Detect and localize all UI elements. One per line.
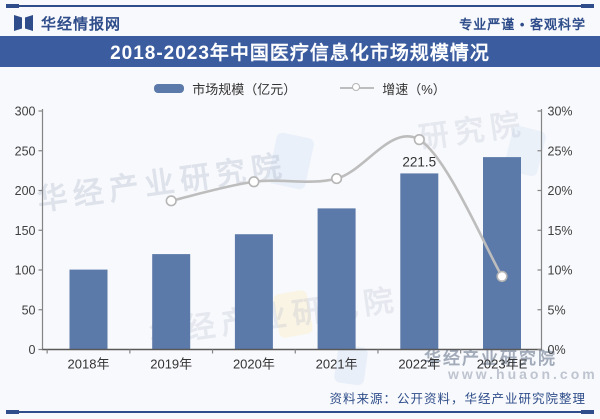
combo-chart: 0 50 100 150 200 250 300 0% 5% 10% 15% 20% 25% 30% 201… (15, 105, 573, 372)
left-axis-tick-label: 200 (15, 184, 36, 198)
source-note: 资料来源：公开资料，华经产业研究院整理 (329, 392, 586, 406)
legend-label-market-size: 市场规模（亿元） (192, 81, 297, 97)
x-axis-category-label: 2020年 (233, 357, 275, 372)
x-axis-category-label: 2023年E (477, 357, 528, 372)
legend-label-growth-rate: 增速（%） (382, 81, 446, 97)
growth-line-point (165, 195, 177, 207)
left-axis-tick-label: 100 (15, 264, 36, 278)
bar-2018年 (69, 269, 108, 350)
legend-item-market-size: 市场规模（亿元） (154, 79, 296, 98)
x-axis-category-label: 2018年 (68, 357, 110, 372)
bar-2021年 (317, 208, 356, 350)
brand-name: 华经情报网 (41, 15, 122, 33)
top-rule-left-cap (6, 4, 19, 8)
growth-line-point (331, 172, 343, 185)
x-axis-category-label: 2021年 (316, 357, 358, 372)
left-axis-tick-label: 50 (22, 303, 36, 317)
legend-item-growth-rate: 增速（%） (340, 79, 446, 98)
right-axis-tick-label: 25% (548, 144, 573, 158)
bar-2019年 (152, 254, 191, 350)
left-axis-tick-label: 150 (15, 224, 36, 238)
right-axis-tick-label: 5% (548, 303, 566, 317)
growth-line-point (413, 134, 425, 146)
left-axis-tick-label: 250 (15, 144, 36, 158)
chart-area: 0 50 100 150 200 250 300 0% 5% 10% 15% 20% 25% 30% 201… (0, 100, 600, 380)
top-border-rule (6, 4, 594, 8)
growth-line (169, 135, 504, 278)
header-slogan: 专业严谨 • 客观科学 (459, 16, 586, 32)
right-axis-tick-label: 15% (548, 224, 573, 238)
chart-title: 2018-2023年中国医疗信息化市场规模情况 (110, 43, 490, 64)
bar-2020年 (234, 234, 273, 350)
growth-line-point (496, 270, 508, 282)
right-axis-tick-label: 0% (548, 343, 566, 357)
bar-value-label: 221.5 (402, 154, 436, 169)
x-axis-category-label: 2022年 (398, 357, 440, 372)
left-axis-tick-label: 0 (29, 343, 36, 357)
bottom-rule-right-cap (581, 410, 594, 414)
chart-legend: 市场规模（亿元） 增速（%） (0, 79, 600, 97)
left-axis-tick-label: 300 (15, 105, 36, 119)
bottom-rule-left-cap (6, 410, 19, 414)
bar-2022年 (400, 173, 439, 350)
bar-series-swatch-icon (154, 83, 185, 93)
title-bar: 2018-2023年中国医疗信息化市场规模情况 (0, 36, 600, 67)
line-series-swatch-icon (340, 83, 375, 93)
right-axis-tick-label: 30% (548, 105, 573, 119)
huajing-logo-icon (14, 15, 33, 31)
growth-line-point (248, 176, 260, 188)
brand: 华经情报网 (14, 13, 121, 34)
right-axis-tick-label: 20% (548, 184, 573, 198)
top-rule-right-cap (581, 4, 594, 8)
bottom-border-rule (6, 410, 594, 414)
x-axis-category-label: 2019年 (150, 357, 192, 372)
header: 华经情报网 专业严谨 • 客观科学 (14, 11, 586, 35)
right-axis-tick-label: 10% (548, 264, 573, 278)
